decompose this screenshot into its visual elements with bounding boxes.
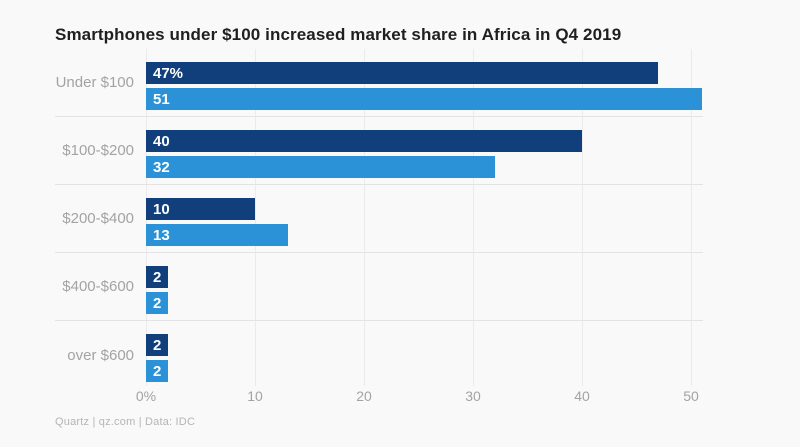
category-label: $100-$200 bbox=[62, 142, 134, 159]
bar-light-blue-bars: 2 bbox=[146, 292, 168, 314]
bar-value-label: 40 bbox=[153, 132, 170, 150]
bar-value-label: 51 bbox=[153, 90, 170, 108]
bar-light-blue-bars: 51 bbox=[146, 88, 702, 110]
category-row: over $600 2 2 bbox=[55, 321, 703, 389]
bar-light-blue-bars: 2 bbox=[146, 360, 168, 382]
x-tick-label: 0% bbox=[135, 388, 157, 404]
x-axis: 0% 10 20 30 40 50 bbox=[136, 388, 703, 406]
x-tick-label: 20 bbox=[356, 388, 372, 404]
category-row: $200-$400 10 13 bbox=[55, 185, 703, 253]
category-row: Under $100 47% 51 bbox=[55, 49, 703, 117]
bar-light-blue-bars: 32 bbox=[146, 156, 495, 178]
chart-title: Smartphones under $100 increased market … bbox=[55, 25, 622, 44]
bar-value-label: 13 bbox=[153, 226, 170, 244]
source-attribution: Quartz | qz.com | Data: IDC bbox=[55, 416, 196, 428]
category-row: $100-$200 40 32 bbox=[55, 117, 703, 185]
bar-light-blue-bars: 13 bbox=[146, 224, 288, 246]
bars-group: 47% 51 bbox=[146, 49, 703, 116]
bar-chart: Under $100 47% 51 $100-$200 40 32 $200-$400 10 1… bbox=[55, 49, 703, 389]
bar-dark-navy-bars: 40 bbox=[146, 130, 582, 152]
gridline bbox=[691, 49, 692, 386]
bar-value-label: 2 bbox=[153, 294, 162, 312]
bar-value-label: 32 bbox=[153, 158, 170, 176]
category-label: Under $100 bbox=[55, 74, 134, 91]
bars-group: 10 13 bbox=[146, 185, 703, 252]
category-row: $400-$600 2 2 bbox=[55, 253, 703, 321]
x-tick-label: 50 bbox=[683, 388, 699, 404]
gridline bbox=[582, 49, 583, 386]
bar-value-label: 2 bbox=[153, 362, 162, 380]
category-label: $200-$400 bbox=[62, 210, 134, 227]
category-label: over $600 bbox=[67, 346, 134, 364]
bar-dark-navy-bars: 47% bbox=[146, 62, 659, 84]
x-tick-label: 30 bbox=[465, 388, 481, 404]
bars-group: 40 32 bbox=[146, 117, 703, 184]
bar-dark-navy-bars: 2 bbox=[146, 334, 168, 356]
gridline bbox=[473, 49, 474, 386]
bar-value-label: 2 bbox=[153, 336, 162, 354]
bar-value-label: 47% bbox=[153, 64, 184, 82]
bar-dark-navy-bars: 2 bbox=[146, 266, 168, 288]
bar-value-label: 10 bbox=[153, 200, 170, 218]
x-tick-label: 10 bbox=[247, 388, 263, 404]
x-tick-label: 40 bbox=[574, 388, 590, 404]
gridline bbox=[364, 49, 365, 386]
category-label: $400-$600 bbox=[62, 278, 134, 295]
bar-value-label: 2 bbox=[153, 268, 162, 286]
bar-dark-navy-bars: 10 bbox=[146, 198, 255, 220]
gridline bbox=[255, 49, 256, 386]
chart-rows: Under $100 47% 51 $100-$200 40 32 $200-$400 10 1… bbox=[55, 49, 703, 389]
